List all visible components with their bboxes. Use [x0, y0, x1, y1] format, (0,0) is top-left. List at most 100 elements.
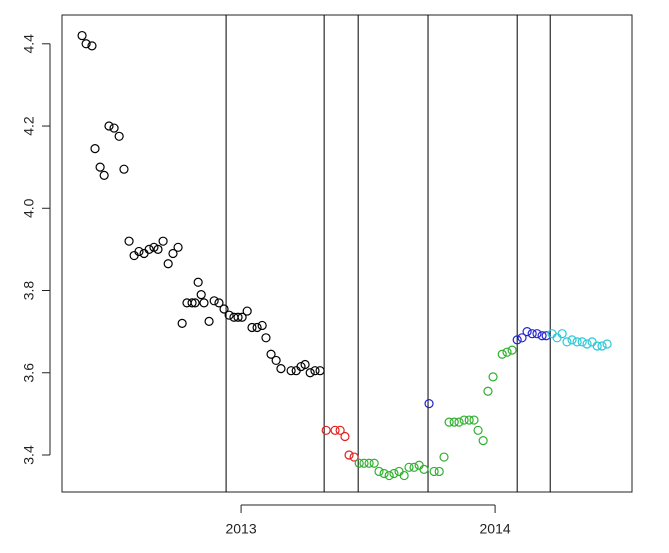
- x-tick-label: 2013: [225, 521, 256, 537]
- point: [512, 335, 522, 345]
- y-tick-label: 3.8: [21, 281, 37, 301]
- point: [344, 450, 354, 460]
- point: [153, 244, 163, 254]
- point: [597, 341, 607, 351]
- point: [95, 162, 105, 172]
- point: [252, 322, 262, 333]
- point: [359, 458, 369, 468]
- point: [404, 462, 414, 472]
- point: [374, 466, 384, 477]
- point: [419, 464, 429, 474]
- x-tick-label: 2014: [480, 521, 511, 537]
- point: [389, 468, 399, 479]
- point: [266, 349, 276, 359]
- point: [177, 318, 187, 329]
- point: [379, 468, 389, 479]
- point: [429, 466, 439, 477]
- point: [394, 466, 404, 477]
- point: [522, 327, 532, 337]
- point: [483, 386, 493, 396]
- point: [99, 170, 109, 180]
- point: [219, 304, 229, 314]
- point: [199, 298, 209, 308]
- point: [552, 333, 562, 343]
- point: [247, 322, 257, 333]
- point: [173, 242, 183, 252]
- point: [527, 329, 537, 339]
- point: [134, 246, 144, 257]
- point: [454, 417, 464, 427]
- point: [444, 417, 454, 427]
- point: [196, 290, 206, 300]
- point: [286, 366, 296, 376]
- point: [90, 144, 100, 154]
- point: [335, 425, 345, 435]
- point: [478, 435, 488, 446]
- point: [77, 30, 87, 41]
- point: [190, 298, 200, 308]
- point: [488, 372, 498, 382]
- point: [276, 364, 286, 374]
- point: [257, 320, 267, 331]
- y-tick-label: 4.0: [21, 198, 37, 218]
- point: [562, 337, 572, 347]
- point: [233, 312, 243, 322]
- point: [300, 359, 310, 370]
- point: [119, 164, 129, 174]
- point: [104, 121, 114, 131]
- point: [567, 335, 577, 345]
- point: [305, 368, 315, 378]
- plot-box: [61, 14, 633, 493]
- point: [214, 298, 224, 308]
- y-tick-label: 3.4: [21, 445, 37, 465]
- point: [224, 310, 234, 320]
- point: [399, 470, 409, 481]
- point: [158, 236, 168, 246]
- point: [114, 131, 124, 141]
- point: [541, 331, 551, 341]
- point: [187, 298, 197, 308]
- point: [602, 339, 612, 349]
- point: [261, 333, 271, 343]
- point: [321, 425, 331, 435]
- point: [315, 366, 325, 376]
- point: [537, 331, 547, 341]
- y-tick-label: 4.4: [21, 34, 37, 54]
- point: [330, 425, 340, 435]
- point: [163, 259, 173, 269]
- point: [242, 306, 252, 316]
- point: [439, 452, 449, 462]
- point: [81, 39, 91, 49]
- point: [340, 431, 350, 442]
- point: [209, 296, 219, 306]
- point: [449, 417, 459, 427]
- point: [572, 337, 582, 347]
- y-tick-label: 4.2: [21, 116, 37, 136]
- point: [592, 341, 602, 351]
- point: [587, 337, 597, 347]
- point: [409, 462, 419, 472]
- point: [144, 244, 154, 254]
- point: [193, 277, 203, 287]
- point: [384, 470, 394, 481]
- point: [369, 458, 379, 468]
- point: [517, 333, 527, 343]
- point: [577, 337, 587, 347]
- point: [557, 329, 567, 339]
- point: [459, 415, 469, 425]
- point: [582, 339, 592, 349]
- point: [469, 415, 479, 425]
- point: [502, 347, 512, 357]
- point: [532, 329, 542, 339]
- point: [424, 398, 434, 409]
- point: [109, 123, 119, 133]
- point: [310, 366, 320, 376]
- y-tick-label: 3.6: [21, 363, 37, 383]
- point: [204, 316, 214, 326]
- point: [354, 458, 364, 468]
- point: [497, 349, 507, 359]
- point: [271, 355, 281, 366]
- point: [507, 345, 517, 355]
- point: [139, 248, 149, 259]
